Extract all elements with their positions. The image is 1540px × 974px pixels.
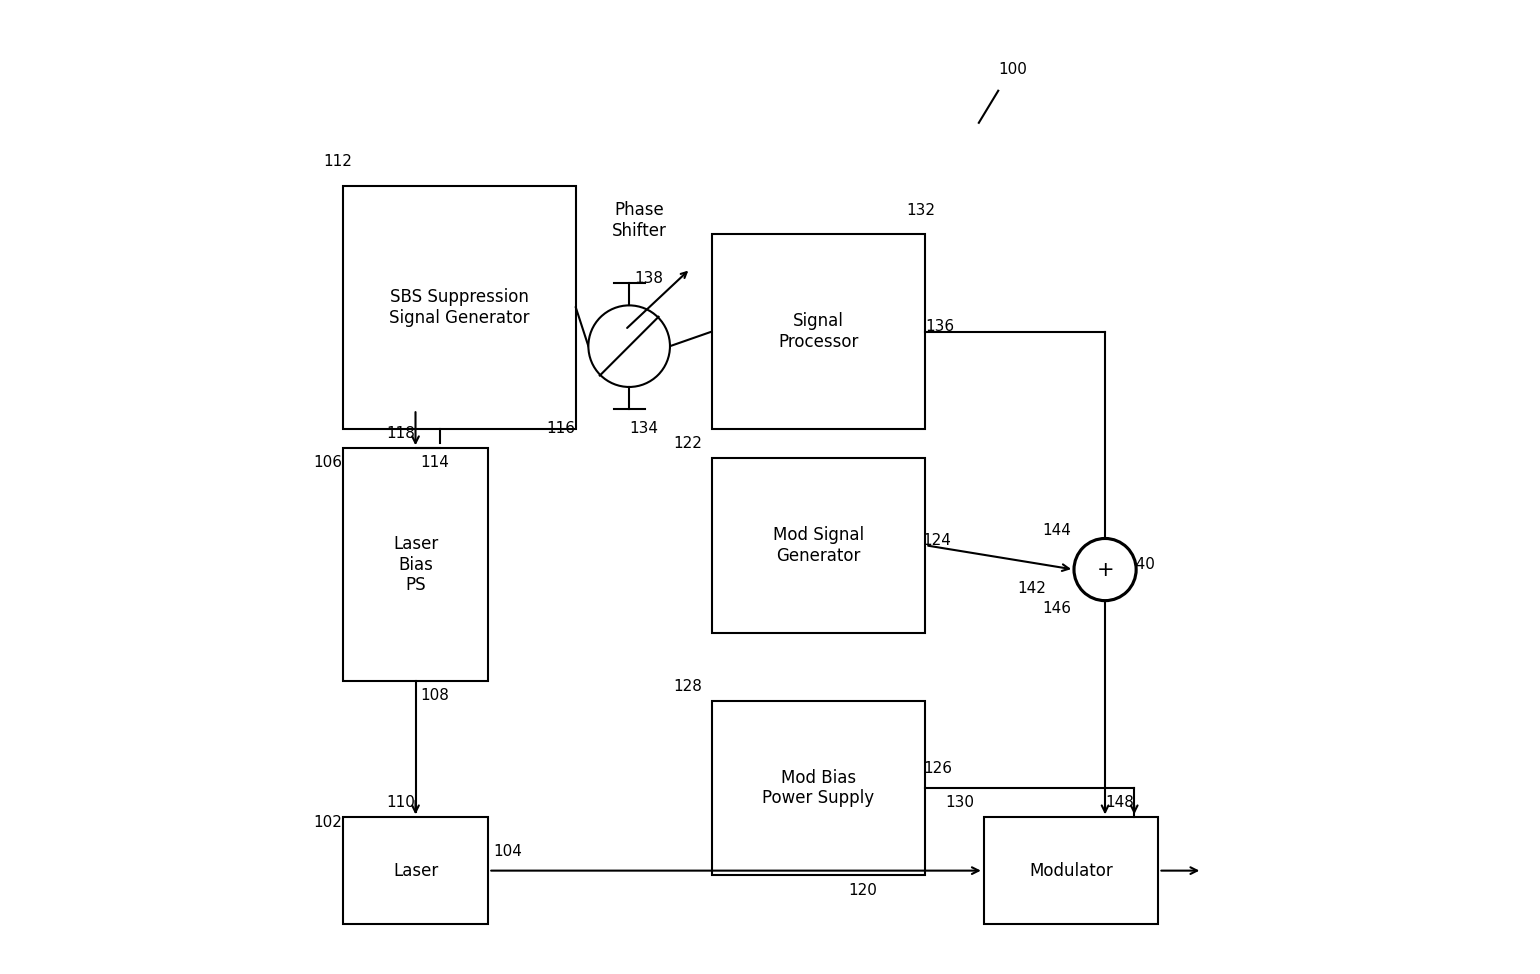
Text: 114: 114 [420,455,450,470]
FancyBboxPatch shape [711,458,926,633]
Text: Signal
Processor: Signal Processor [778,313,859,351]
Text: +: + [1096,559,1113,580]
Text: 124: 124 [922,533,952,548]
Text: Phase
Shifter: Phase Shifter [611,202,667,241]
Text: Laser: Laser [393,862,437,880]
Text: 146: 146 [1043,601,1070,616]
FancyBboxPatch shape [343,817,488,924]
Text: 102: 102 [314,814,342,830]
Text: Laser
Bias
PS: Laser Bias PS [393,535,437,594]
Text: 132: 132 [906,203,935,218]
Text: 116: 116 [547,421,576,436]
Text: 110: 110 [387,795,416,810]
Text: 126: 126 [924,761,953,776]
Text: 112: 112 [323,154,353,169]
Text: 134: 134 [630,421,658,436]
Text: 100: 100 [998,62,1027,77]
Text: 136: 136 [926,319,955,334]
FancyBboxPatch shape [711,235,926,429]
Text: 120: 120 [849,882,876,898]
Text: 108: 108 [420,689,450,703]
Circle shape [1073,539,1137,601]
FancyBboxPatch shape [343,448,488,681]
Circle shape [588,306,670,387]
Text: Mod Bias
Power Supply: Mod Bias Power Supply [762,768,875,807]
FancyBboxPatch shape [984,817,1158,924]
Text: 122: 122 [673,435,702,451]
Text: Mod Signal
Generator: Mod Signal Generator [773,526,864,565]
Text: 118: 118 [387,426,416,441]
FancyBboxPatch shape [711,700,926,876]
Text: 144: 144 [1043,523,1070,539]
Text: Modulator: Modulator [1029,862,1113,880]
Text: 106: 106 [314,455,342,470]
FancyBboxPatch shape [343,186,576,429]
Text: 140: 140 [1127,557,1155,572]
Text: 104: 104 [493,843,522,859]
Text: 130: 130 [946,795,973,810]
Text: SBS Suppression
Signal Generator: SBS Suppression Signal Generator [390,288,530,326]
Text: 128: 128 [673,679,702,693]
Text: 142: 142 [1018,581,1047,596]
Text: 148: 148 [1106,795,1133,810]
Text: 138: 138 [634,271,664,285]
